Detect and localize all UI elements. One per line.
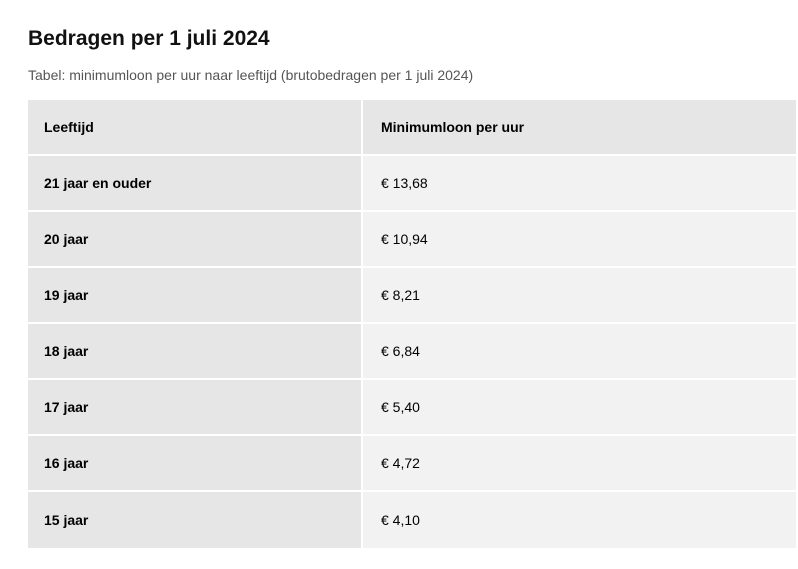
wage-cell: € 4,72 [363, 436, 796, 492]
wage-cell: € 8,21 [363, 268, 796, 324]
table-row: 15 jaar € 4,10 [28, 492, 796, 548]
wage-cell: € 4,10 [363, 492, 796, 548]
age-cell: 18 jaar [28, 324, 363, 380]
age-cell: 21 jaar en ouder [28, 156, 363, 212]
header-age: Leeftijd [28, 100, 363, 156]
age-cell: 16 jaar [28, 436, 363, 492]
table-row: 17 jaar € 5,40 [28, 380, 796, 436]
table-header-row: Leeftijd Minimumloon per uur [28, 100, 796, 156]
table-row: 21 jaar en ouder € 13,68 [28, 156, 796, 212]
wage-cell: € 10,94 [363, 212, 796, 268]
wage-cell: € 13,68 [363, 156, 796, 212]
age-cell: 19 jaar [28, 268, 363, 324]
age-cell: 15 jaar [28, 492, 363, 548]
header-minimum-wage: Minimumloon per uur [363, 100, 796, 156]
age-cell: 20 jaar [28, 212, 363, 268]
table-row: 19 jaar € 8,21 [28, 268, 796, 324]
table-row: 18 jaar € 6,84 [28, 324, 796, 380]
wage-cell: € 5,40 [363, 380, 796, 436]
age-cell: 17 jaar [28, 380, 363, 436]
table-row: 16 jaar € 4,72 [28, 436, 796, 492]
wage-cell: € 6,84 [363, 324, 796, 380]
table-row: 20 jaar € 10,94 [28, 212, 796, 268]
minimum-wage-table: Leeftijd Minimumloon per uur 21 jaar en … [28, 100, 796, 548]
table-caption: Tabel: minimumloon per uur naar leeftijd… [28, 67, 474, 83]
page-title: Bedragen per 1 juli 2024 [28, 27, 270, 50]
